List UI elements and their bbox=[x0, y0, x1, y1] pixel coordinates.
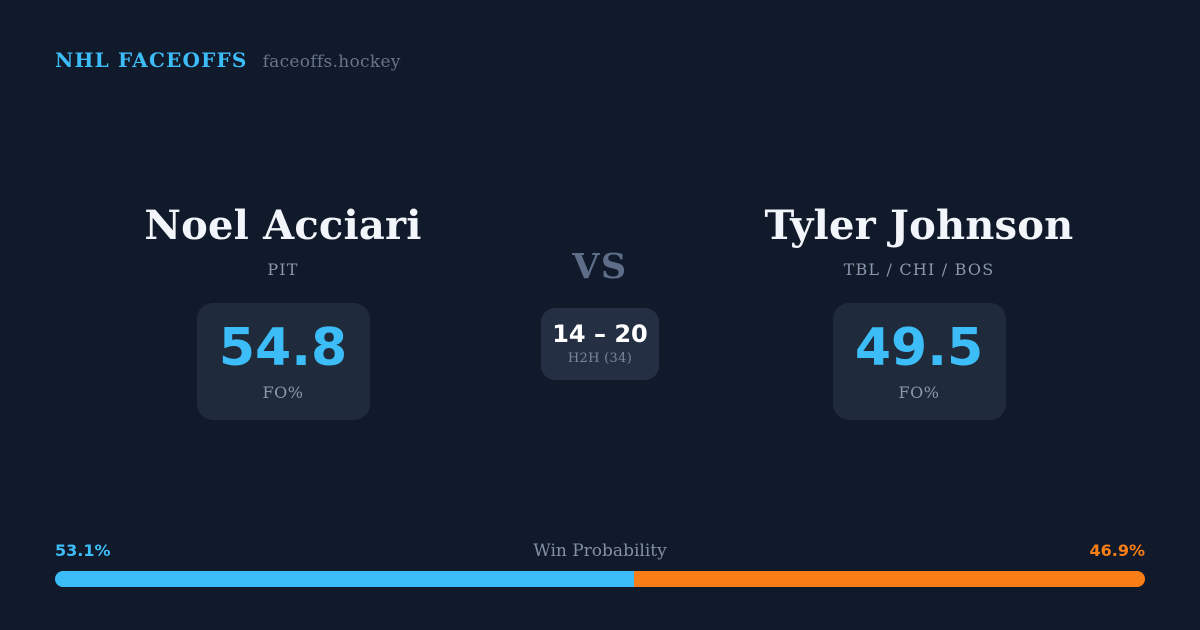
stat-value-left: 54.8 bbox=[218, 317, 348, 378]
stat-box-right: 49.5 FO% bbox=[832, 303, 1006, 420]
h2h-box: 14 – 20 H2H (34) bbox=[541, 308, 659, 380]
stat-label-right: FO% bbox=[898, 382, 940, 402]
stat-box-left: 54.8 FO% bbox=[196, 303, 370, 420]
win-bar-right bbox=[633, 571, 1145, 587]
site-domain: faceoffs.hockey bbox=[262, 52, 401, 72]
win-pct-left: 53.1% bbox=[55, 541, 111, 560]
player-teams-right: TBL / CHI / BOS bbox=[843, 260, 995, 279]
player-teams-left: PIT bbox=[267, 260, 299, 279]
player-column-right: Tyler Johnson TBL / CHI / BOS 49.5 FO% bbox=[739, 204, 1099, 420]
stat-value-right: 49.5 bbox=[854, 317, 984, 378]
win-pct-right: 46.9% bbox=[1089, 541, 1145, 560]
h2h-label: H2H (34) bbox=[567, 351, 633, 366]
win-bar-left bbox=[55, 571, 634, 587]
vs-label: VS bbox=[572, 246, 628, 287]
header: NHL FACEOFFS faceoffs.hockey bbox=[55, 48, 401, 72]
player-column-left: Noel Acciari PIT 54.8 FO% bbox=[103, 204, 463, 420]
versus-column: VS 14 – 20 H2H (34) bbox=[520, 249, 680, 380]
brand-title: NHL FACEOFFS bbox=[55, 48, 248, 72]
win-probability-title: Win Probability bbox=[533, 541, 667, 561]
win-probability-bar bbox=[55, 571, 1145, 587]
win-probability-labels: 53.1% Win Probability 46.9% bbox=[55, 541, 1145, 561]
win-probability-section: 53.1% Win Probability 46.9% bbox=[55, 541, 1145, 587]
player-name-left: Noel Acciari bbox=[144, 202, 422, 249]
h2h-score: 14 – 20 bbox=[552, 320, 648, 348]
player-name-right: Tyler Johnson bbox=[764, 202, 1074, 249]
stat-label-left: FO% bbox=[262, 382, 304, 402]
